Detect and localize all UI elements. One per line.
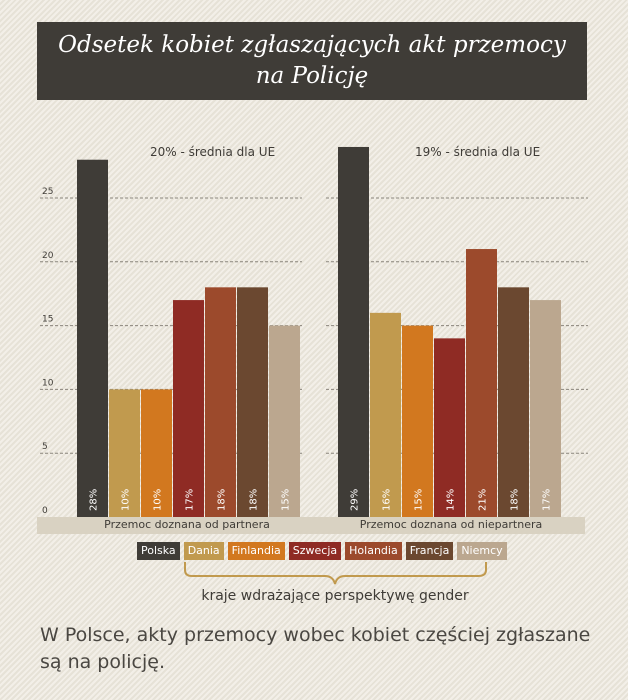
footnote: W Polsce, akty przemocy wobec kobiet czę… [40, 624, 591, 673]
bar-szwecja [434, 338, 465, 517]
eu-average-label-non-partner: 19% - średnia dla UE [415, 145, 541, 159]
bar-value-label: 17% [542, 489, 553, 511]
bar-francja [237, 287, 268, 517]
legend-item-dania: Dania [183, 542, 224, 560]
bar-finlandia [402, 325, 433, 517]
y-tick-label: 5 [42, 442, 48, 452]
axis-band [37, 517, 585, 534]
legend-bracket-label: kraje wdrażające perspektywę gender [201, 588, 469, 604]
bar-value-label: 29% [350, 489, 361, 511]
bar-value-label: 10% [153, 489, 164, 511]
legend-item-polska: Polska [137, 542, 180, 560]
bar-holandia [205, 287, 236, 517]
y-tick-label: 15 [42, 315, 53, 325]
bar-value-label: 18% [249, 489, 260, 511]
bar-value-label: 18% [510, 489, 521, 511]
bar-dania [109, 389, 140, 517]
bar-dania [370, 312, 401, 517]
legend: Polska Dania Finlandia Szwecja Holandia Franc… [137, 542, 507, 560]
legend-item-francja: Francja [405, 542, 454, 560]
group-label-non-partner: Przemoc doznana od niepartnera [359, 518, 543, 531]
legend-item-finlandia: Finlandia [227, 542, 285, 560]
bar-francja [498, 287, 529, 517]
y-tick-label: 10 [42, 378, 54, 388]
bar-value-label: 15% [281, 489, 292, 511]
bar-value-label: 28% [89, 489, 100, 511]
bar-value-label: 21% [478, 489, 489, 511]
eu-average-label-partner: 20% - średnia dla UE [150, 145, 276, 159]
bar-polska [338, 146, 369, 517]
bar-chart: 0 5 10 15 20 25 28% 10% 10% 17% 18% 18% 15% 29% 16% 15%… [37, 146, 588, 534]
bar-value-label: 15% [414, 489, 425, 511]
bar-value-label: 14% [446, 489, 457, 511]
bar-value-label: 18% [217, 489, 228, 511]
chart-title-line-2: na Policję [255, 63, 369, 89]
bar-value-label: 10% [121, 489, 132, 511]
bar-value-label: 17% [185, 489, 196, 511]
bar-niemcy [530, 300, 561, 517]
legend-item-holandia: Holandia [345, 542, 402, 560]
bar-value-label: 16% [382, 489, 393, 511]
legend-item-niemcy: Niemcy [457, 542, 507, 560]
bar-niemcy [269, 325, 300, 517]
bar-holandia [466, 249, 497, 518]
group-label-partner: Przemoc doznana od partnera [104, 518, 270, 531]
y-tick-label: 20 [42, 251, 54, 261]
chart-title-line-1: Odsetek kobiet zgłaszających akt przemoc… [58, 32, 566, 58]
legend-bracket [184, 562, 487, 585]
y-tick-label: 0 [42, 506, 48, 516]
bar-polska [77, 159, 108, 517]
title-box: Odsetek kobiet zgłaszających akt przemoc… [37, 22, 587, 100]
bar-szwecja [173, 300, 204, 517]
bar-finlandia [141, 389, 172, 517]
legend-item-szwecja: Szwecja [288, 542, 342, 560]
y-tick-label: 25 [42, 187, 53, 197]
